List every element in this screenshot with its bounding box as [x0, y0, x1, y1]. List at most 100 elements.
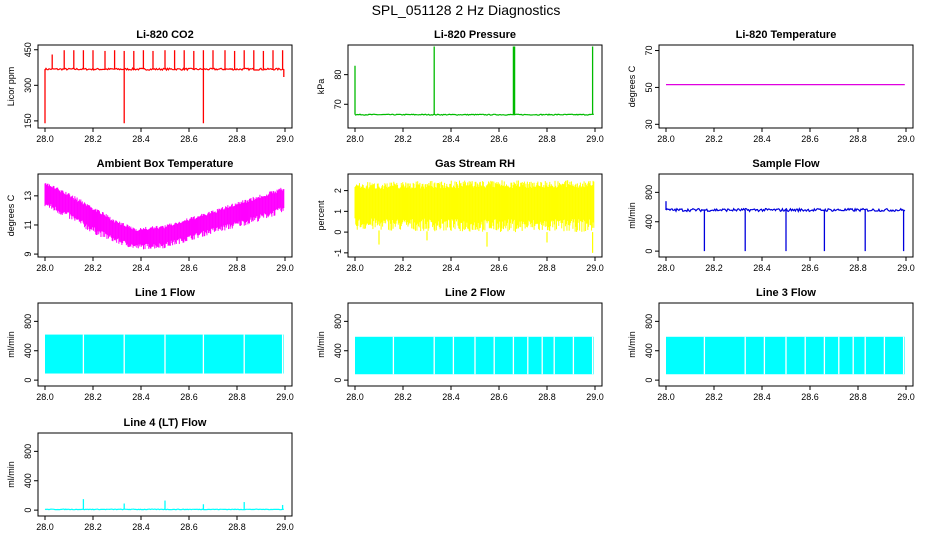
x-tick-label: 28.0 — [36, 522, 54, 532]
y-tick-label: -1 — [333, 249, 343, 257]
chart-title: Line 2 Flow — [445, 287, 505, 299]
x-tick-label: 29.0 — [276, 134, 294, 144]
plot-frame — [658, 44, 914, 129]
x-tick-label: 28.0 — [657, 134, 675, 144]
x-tick-label: 28.6 — [801, 392, 819, 402]
y-tick-label: 400 — [23, 473, 33, 488]
chart-panel-7: Line 1 Flow 28.0 28.2 28.4 28.6 28.8 29.0 0 400 8… — [6, 287, 294, 402]
x-tick-label: 28.0 — [36, 263, 54, 273]
x-tick-label: 29.0 — [276, 522, 294, 532]
plot-frame — [37, 44, 293, 129]
x-tick-label: 28.4 — [753, 134, 771, 144]
x-tick-label: 28.2 — [84, 522, 102, 532]
x-tick-label: 28.4 — [132, 522, 150, 532]
x-tick-label: 28.4 — [132, 134, 150, 144]
y-tick-label: 70 — [333, 99, 343, 109]
x-tick-label: 28.4 — [753, 392, 771, 402]
x-tick-label: 28.8 — [228, 392, 246, 402]
x-tick-label: 29.0 — [276, 263, 294, 273]
y-axis-label: ml/min — [316, 331, 326, 358]
y-axis-label: ml/min — [6, 331, 16, 358]
x-tick-label: 28.2 — [84, 134, 102, 144]
x-tick-label: 28.4 — [442, 263, 460, 273]
y-tick-label: 13 — [23, 191, 33, 201]
series-line — [665, 207, 906, 214]
plot-frame — [37, 302, 293, 387]
y-tick-label: 9 — [23, 252, 33, 257]
y-tick-label: 0 — [23, 378, 33, 383]
y-axis-label: ml/min — [627, 202, 637, 229]
chart-panel-2: Li-820 Pressure 28.0 28.2 28.4 28.6 28.8 29.0 7… — [316, 29, 604, 144]
x-tick-label: 28.0 — [346, 263, 364, 273]
x-tick-label: 28.0 — [36, 134, 54, 144]
chart-title: Line 3 Flow — [756, 287, 816, 299]
chart-title: Li-820 CO2 — [136, 29, 193, 41]
x-tick-label: 28.8 — [228, 522, 246, 532]
chart-panel-5: Gas Stream RH 28.0 28.2 28.4 28.6 28.8 29.0 -1 0… — [316, 158, 604, 273]
y-tick-label: 0 — [644, 378, 654, 383]
y-tick-label: 400 — [23, 343, 33, 358]
chart-title: Gas Stream RH — [435, 158, 515, 170]
x-tick-label: 28.2 — [394, 392, 412, 402]
y-axis-label: ml/min — [627, 331, 637, 358]
y-tick-label: 800 — [644, 185, 654, 200]
x-tick-label: 28.2 — [705, 134, 723, 144]
chart-panel-1: Li-820 CO2 28.0 28.2 28.4 28.6 28.8 29.0 150 300… — [6, 29, 294, 144]
y-tick-label: 1 — [333, 209, 343, 214]
y-tick-label: 80 — [333, 70, 343, 80]
y-tick-label: 800 — [644, 314, 654, 329]
plot-frame — [37, 432, 293, 517]
plot-frame — [347, 302, 603, 387]
y-tick-label: 150 — [23, 113, 33, 128]
x-tick-label: 29.0 — [897, 392, 915, 402]
y-tick-label: 11 — [23, 220, 33, 229]
x-tick-label: 28.6 — [180, 522, 198, 532]
chart-title: Line 1 Flow — [135, 287, 195, 299]
x-tick-label: 28.6 — [490, 263, 508, 273]
chart-panel-9: Line 3 Flow 28.0 28.2 28.4 28.6 28.8 29.0 0 400 8… — [627, 287, 915, 402]
y-tick-label: 50 — [644, 82, 654, 92]
x-tick-label: 28.2 — [394, 134, 412, 144]
y-tick-label: 0 — [644, 249, 654, 254]
y-tick-label: 400 — [644, 214, 654, 229]
chart-panel-8: Line 2 Flow 28.0 28.2 28.4 28.6 28.8 29.0 0 400 8… — [316, 287, 604, 402]
x-tick-label: 28.0 — [657, 263, 675, 273]
chart-title: Line 4 (LT) Flow — [124, 417, 207, 429]
x-tick-label: 28.8 — [538, 134, 556, 144]
x-tick-label: 28.6 — [801, 134, 819, 144]
x-tick-label: 29.0 — [897, 263, 915, 273]
y-axis-label: percent — [316, 200, 326, 231]
y-axis-label: kPa — [316, 79, 326, 95]
chart-panel-6: Sample Flow 28.0 28.2 28.4 28.6 28.8 29.0 0 400 8… — [627, 158, 915, 273]
y-axis-label: Licor ppm — [6, 67, 16, 107]
plot-frame — [658, 173, 914, 258]
x-tick-label: 29.0 — [586, 392, 604, 402]
x-tick-label: 28.4 — [132, 263, 150, 273]
x-tick-label: 28.6 — [180, 392, 198, 402]
x-tick-label: 28.4 — [442, 392, 460, 402]
x-tick-label: 29.0 — [897, 134, 915, 144]
chart-title: Li-820 Pressure — [434, 29, 516, 41]
y-tick-label: 400 — [644, 343, 654, 358]
x-tick-label: 28.6 — [490, 134, 508, 144]
x-tick-label: 28.2 — [705, 263, 723, 273]
y-tick-label: 450 — [23, 42, 33, 57]
y-axis-label: degrees C — [627, 65, 637, 107]
y-tick-label: 0 — [333, 378, 343, 383]
y-tick-label: 0 — [23, 508, 33, 513]
chart-title: Sample Flow — [752, 158, 820, 170]
x-tick-label: 28.8 — [849, 263, 867, 273]
figure-title: SPL_051128 2 Hz Diagnostics — [372, 2, 561, 18]
x-tick-label: 29.0 — [586, 263, 604, 273]
y-tick-label: 70 — [644, 46, 654, 56]
chart-title: Ambient Box Temperature — [97, 158, 234, 170]
x-tick-label: 28.0 — [36, 392, 54, 402]
x-tick-label: 28.2 — [394, 263, 412, 273]
x-tick-label: 28.6 — [801, 263, 819, 273]
y-tick-label: 400 — [333, 343, 343, 358]
y-axis-label: degrees C — [6, 194, 16, 236]
x-tick-label: 28.6 — [180, 134, 198, 144]
y-tick-label: 2 — [333, 188, 343, 193]
x-tick-label: 28.2 — [84, 263, 102, 273]
